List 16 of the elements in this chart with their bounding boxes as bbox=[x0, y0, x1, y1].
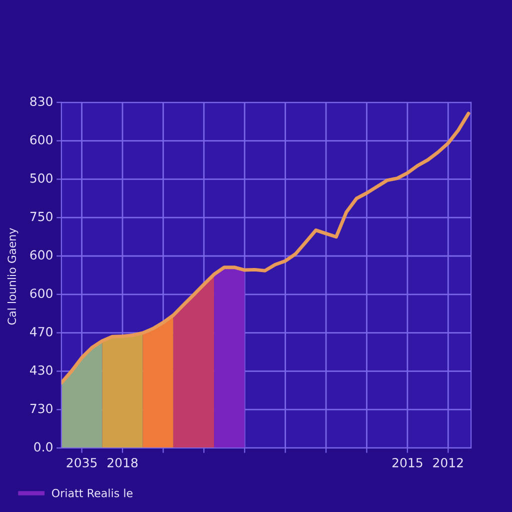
text: 600 bbox=[30, 288, 52, 298]
text: 430 bbox=[30, 365, 52, 375]
y-axis-title: Cal lounlio Gaeny bbox=[7, 228, 18, 325]
text: 730 bbox=[30, 404, 52, 414]
text: 600 bbox=[30, 134, 52, 144]
legend-label: Oriatt Realis le bbox=[52, 488, 132, 498]
x-tick-label: 2018 bbox=[108, 458, 138, 468]
x-tick-label: 2035 bbox=[66, 458, 97, 468]
x-tick-label: 2012 bbox=[433, 458, 463, 468]
text: 0.0 bbox=[34, 442, 52, 452]
text: 470 bbox=[30, 326, 52, 336]
text: 750 bbox=[30, 212, 52, 222]
x-tick-label: 2015 bbox=[392, 458, 422, 468]
text: 600 bbox=[30, 250, 52, 260]
text: 500 bbox=[30, 173, 52, 183]
text: 830 bbox=[30, 96, 52, 106]
